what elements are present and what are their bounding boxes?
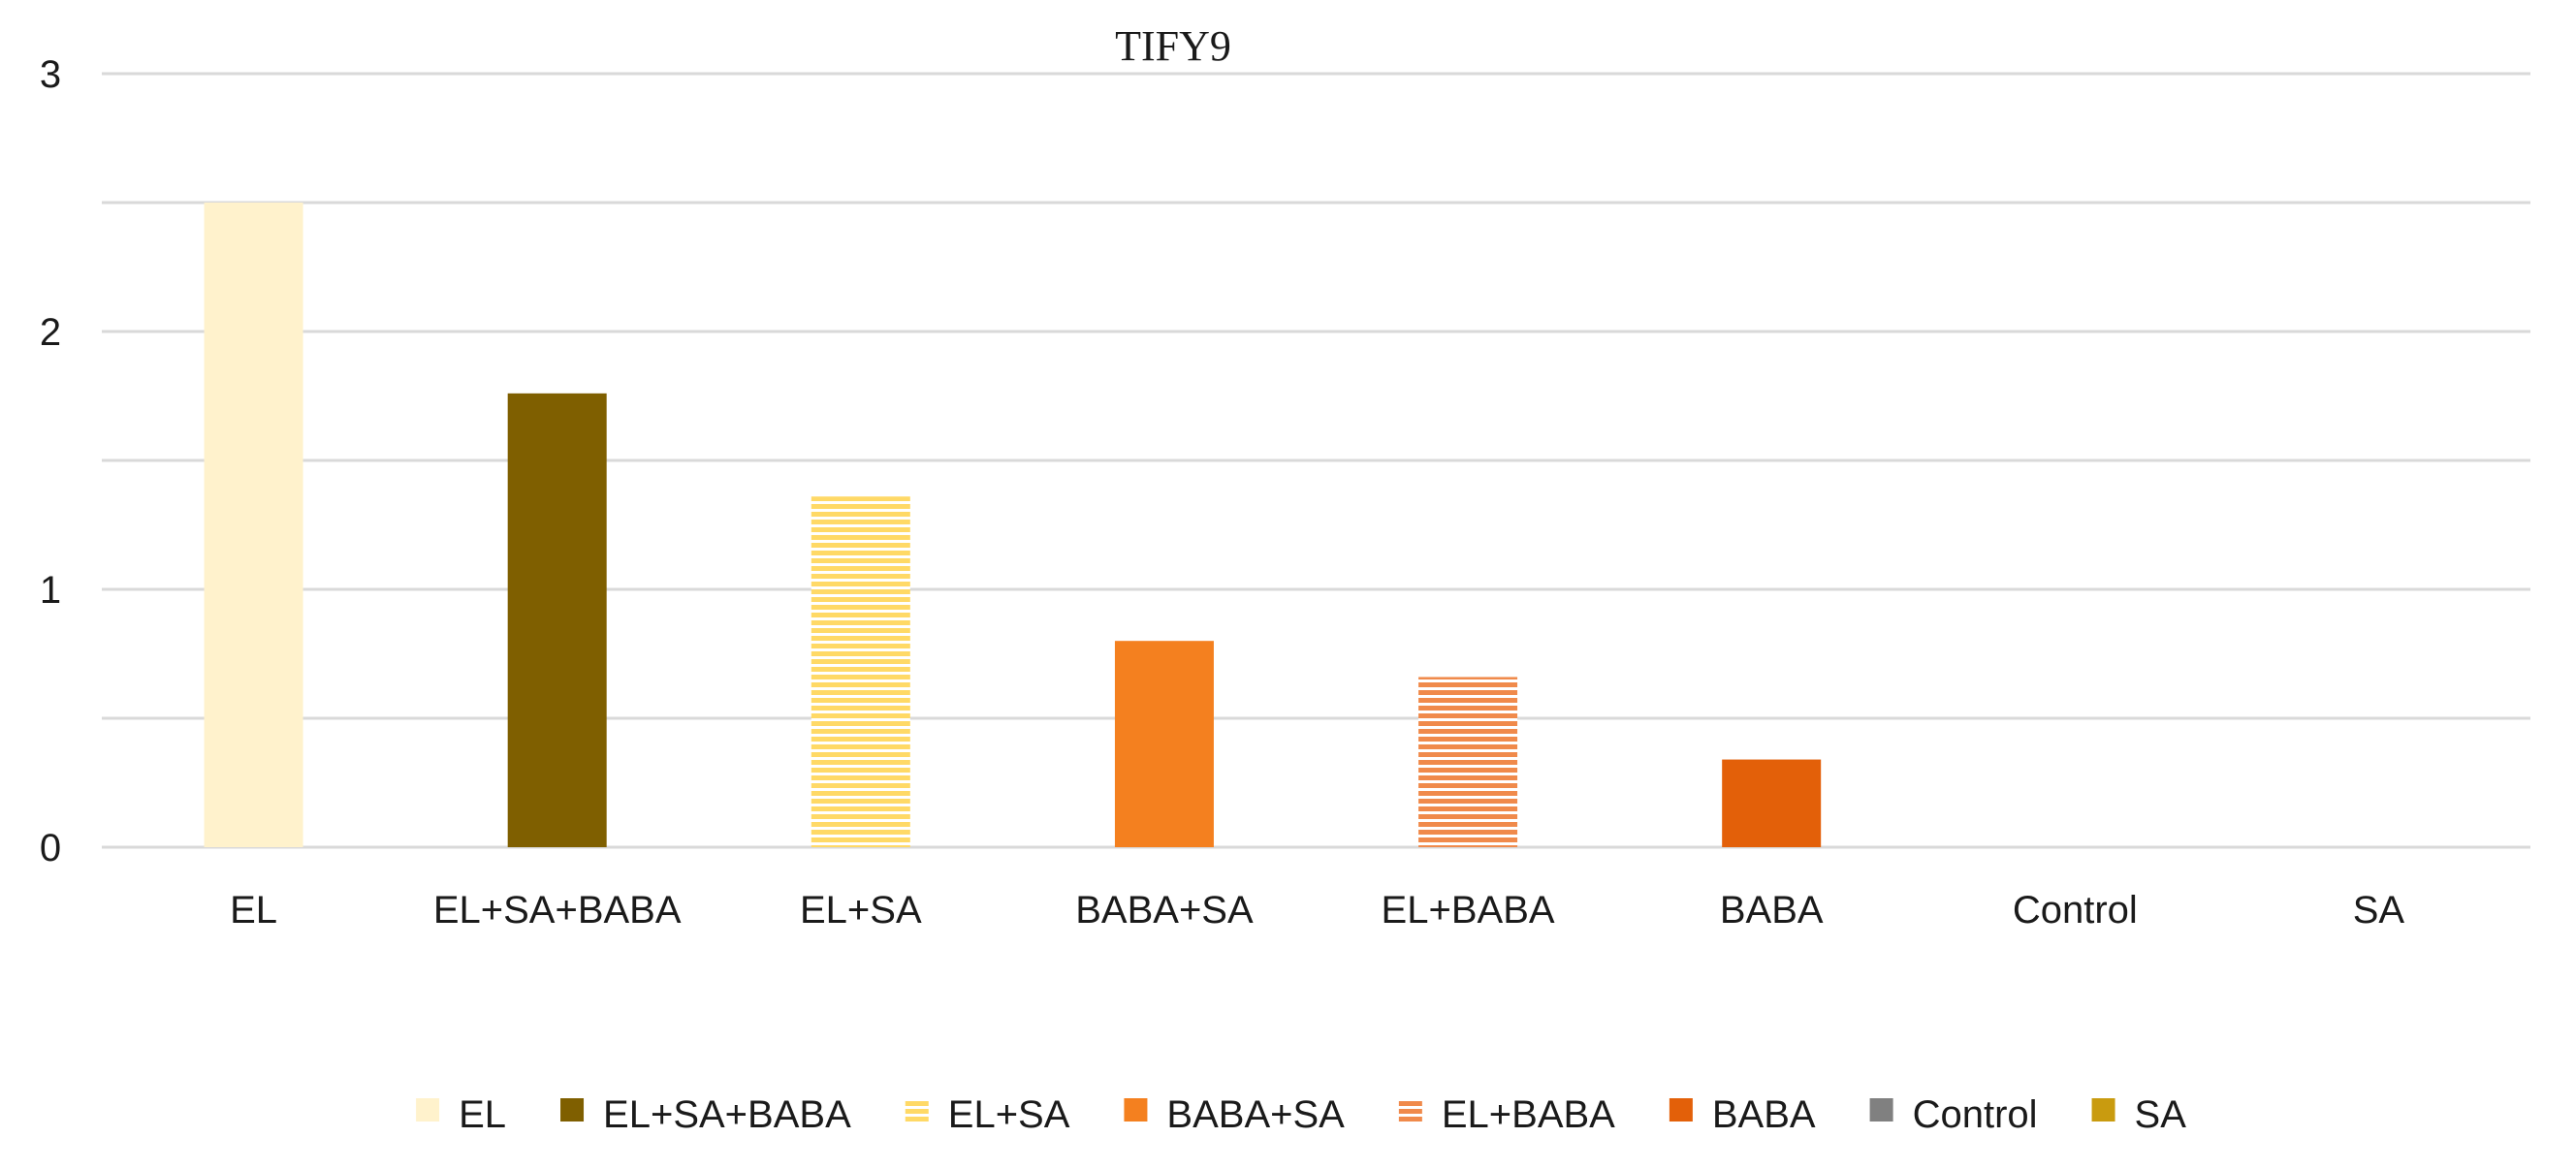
legend-swatch bbox=[905, 1098, 929, 1122]
legend-swatch bbox=[416, 1098, 440, 1122]
legend-label: EL+BABA bbox=[1442, 1093, 1615, 1136]
bar bbox=[204, 203, 303, 847]
x-tick-label: EL bbox=[230, 889, 277, 932]
legend-item: EL+SA bbox=[905, 1093, 1070, 1136]
legend-swatch bbox=[560, 1098, 585, 1122]
legend-label: BABA bbox=[1712, 1093, 1816, 1136]
x-tick-label: Control bbox=[2013, 889, 2138, 932]
legend-item: EL+BABA bbox=[1398, 1093, 1615, 1136]
y-axis: 0 1 2 3 bbox=[40, 53, 61, 869]
legend-item: BABA+SA bbox=[1124, 1093, 1345, 1136]
y-tick-label: 3 bbox=[40, 53, 61, 96]
bar bbox=[1722, 759, 1822, 847]
legend-item: SA bbox=[2091, 1093, 2187, 1136]
bar bbox=[507, 393, 607, 847]
legend-label: Control bbox=[1913, 1093, 2038, 1136]
bar bbox=[1418, 677, 1518, 847]
y-tick-label: 2 bbox=[40, 311, 61, 354]
legend-label: BABA+SA bbox=[1166, 1093, 1345, 1136]
x-tick-label: BABA+SA bbox=[1075, 889, 1254, 932]
bars bbox=[204, 203, 1822, 847]
x-axis: EL EL+SA+BABA EL+SA BABA+SA EL+BABA BABA Contr… bbox=[230, 889, 2404, 932]
legend-swatch bbox=[1669, 1098, 1693, 1122]
y-tick-label: 0 bbox=[40, 827, 61, 869]
x-tick-label: SA bbox=[2353, 889, 2405, 932]
x-tick-label: EL+SA bbox=[800, 889, 922, 932]
bar bbox=[1114, 641, 1214, 847]
x-tick-label: BABA bbox=[1720, 889, 1824, 932]
legend-item: EL bbox=[416, 1093, 506, 1136]
legend-label: EL+SA+BABA bbox=[603, 1093, 851, 1136]
legend-label: EL bbox=[459, 1093, 506, 1136]
legend-swatch bbox=[2091, 1098, 2115, 1122]
legend-swatch bbox=[1398, 1098, 1422, 1122]
legend-label: SA bbox=[2135, 1093, 2187, 1136]
bar bbox=[811, 496, 910, 847]
legend-item: Control bbox=[1869, 1093, 2038, 1136]
chart-title: TIFY9 bbox=[1115, 22, 1231, 70]
legend-swatch bbox=[1124, 1098, 1148, 1122]
legend-item: EL+SA+BABA bbox=[560, 1093, 851, 1136]
legend: EL EL+SA+BABA EL+SA BABA+SA EL+BABA BABA Contr… bbox=[416, 1093, 2186, 1136]
gridlines bbox=[102, 72, 2530, 849]
x-tick-label: EL+BABA bbox=[1382, 889, 1555, 932]
legend-label: EL+SA bbox=[948, 1093, 1070, 1136]
legend-item: BABA bbox=[1669, 1093, 1816, 1136]
legend-swatch bbox=[1869, 1098, 1893, 1122]
x-tick-label: EL+SA+BABA bbox=[433, 889, 682, 932]
y-tick-label: 1 bbox=[40, 569, 61, 612]
